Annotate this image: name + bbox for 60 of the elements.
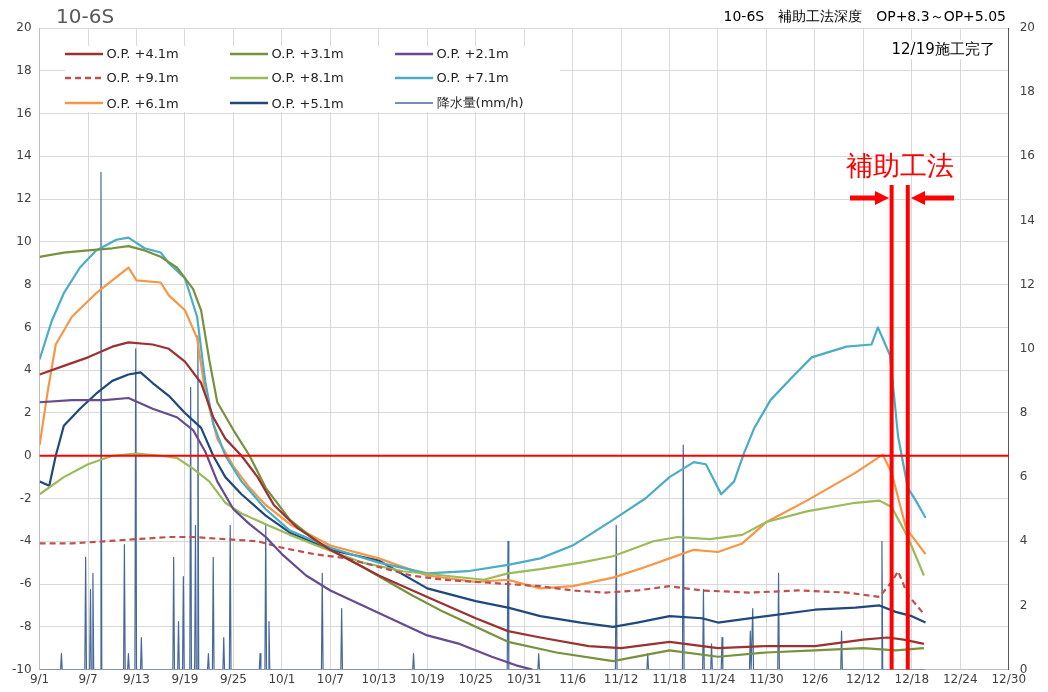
y-tick-label: -10: [11, 661, 32, 676]
y2-tick-label: 6: [1019, 469, 1028, 484]
y2-tick-label: 2: [1019, 597, 1028, 612]
y-tick-label: 8: [23, 276, 32, 291]
x-tick-label: 9/1: [29, 671, 50, 686]
x-tick-label: 9/25: [219, 671, 247, 686]
legend-label: O.P. +6.1m: [106, 95, 179, 111]
y2-tick-label: 12: [1019, 276, 1036, 291]
legend-label: O.P. +5.1m: [271, 95, 344, 111]
legend-label: O.P. +4.1m: [106, 46, 179, 61]
y2-tick-label: 20: [1019, 20, 1036, 35]
y2-tick-label: 16: [1019, 148, 1036, 163]
y-tick-label: 4: [23, 362, 32, 377]
y2-tick-label: 18: [1019, 84, 1036, 99]
x-tick-label: 9/7: [78, 671, 98, 686]
y-tick-label: 20: [16, 20, 32, 35]
x-tick-label: 9/13: [123, 671, 150, 686]
y-tick-label: 12: [16, 191, 32, 206]
y2-tick-label: 4: [1019, 533, 1028, 548]
x-tick-label: 12/30: [991, 671, 1027, 686]
x-tick-label: 11/30: [749, 671, 784, 686]
y-tick-label: 16: [16, 105, 32, 120]
legend-label: 降水量(mm/h): [436, 94, 524, 112]
y2-tick-label: 14: [1019, 212, 1036, 227]
y-tick-label: 2: [23, 405, 32, 420]
chart-title: 10-6S: [56, 4, 115, 28]
x-tick-label: 12/6: [801, 671, 829, 686]
y2-tick-label: 10: [1019, 340, 1036, 355]
x-tick-label: 10/1: [268, 671, 296, 686]
legend-label: O.P. +2.1m: [436, 46, 509, 61]
y-tick-label: 6: [23, 319, 32, 334]
x-tick-label: 11/18: [652, 671, 687, 686]
y-tick-label: -4: [19, 533, 32, 548]
x-tick-label: 10/7: [316, 671, 344, 686]
x-tick-label: 11/12: [603, 671, 639, 686]
y-tick-label: 0: [23, 447, 32, 462]
legend-label: O.P. +7.1m: [436, 70, 509, 85]
y-tick-label: -6: [19, 576, 32, 591]
legend-label: O.P. +8.1m: [271, 70, 344, 85]
x-tick-label: 11/6: [559, 671, 587, 686]
annotation: 12/19施工完了: [891, 40, 995, 59]
x-tick-label: 10/13: [361, 671, 397, 686]
x-tick-label: 10/31: [506, 671, 542, 686]
y2-tick-label: 8: [1019, 405, 1028, 420]
y-tick-label: 18: [16, 62, 32, 77]
legend-label: O.P. +3.1m: [271, 46, 344, 61]
x-tick-label: 12/12: [846, 671, 881, 686]
y-tick-label: -8: [19, 618, 32, 633]
x-tick-label: 10/19: [409, 671, 445, 686]
y-tick-label: -2: [19, 490, 32, 505]
x-tick-label: 9/19: [171, 671, 199, 686]
x-tick-label: 11/24: [700, 671, 736, 686]
chart-subtitle: 10-6S 補助工法深度 OP+8.3～OP+5.05: [723, 8, 1006, 26]
y-tick-label: 10: [16, 233, 32, 248]
legend-label: O.P. +9.1m: [106, 70, 179, 85]
y-tick-label: 14: [16, 148, 32, 163]
x-tick-label: 12/24: [942, 671, 978, 686]
x-tick-label: 12/18: [894, 671, 930, 686]
annotation: 補助工法: [845, 150, 954, 182]
x-tick-label: 10/25: [458, 671, 494, 686]
